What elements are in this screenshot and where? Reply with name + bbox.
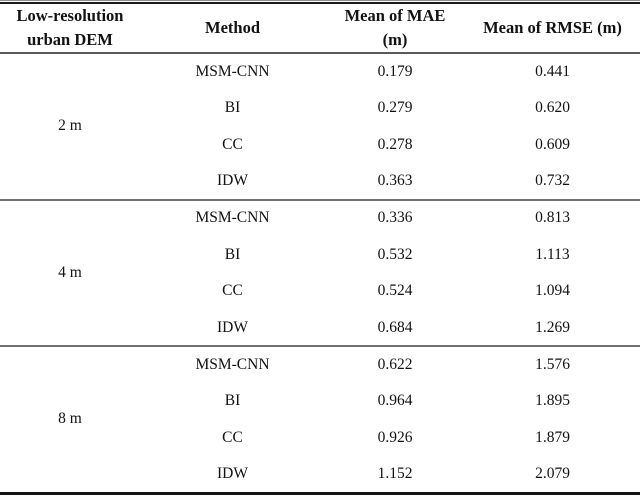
mae-cell: 0.336 — [325, 198, 465, 237]
header-row: Low-resolution urban DEM Method Mean of … — [0, 3, 640, 54]
group-label-cell: 2 m — [58, 117, 82, 135]
method-cell: BI — [224, 245, 241, 263]
mae-cell: 0.278 — [377, 135, 413, 153]
table-group-4m: 4 m MSM-CNN 0.336 0.813 BI 0.532 1.113 C… — [0, 198, 640, 347]
table-row: CC 0.524 1.094 — [0, 273, 640, 310]
method-cell: BI — [224, 392, 241, 410]
rmse-cell: 0.813 — [465, 198, 640, 237]
col-header-method: Method — [140, 3, 325, 54]
method-cell: IDW — [217, 171, 248, 189]
method-cell: CC — [222, 135, 243, 153]
method-cell: MSM-CNN — [140, 198, 325, 237]
mae-cell: 0.179 — [377, 62, 413, 80]
table-top-border — [0, 0, 640, 2]
table-header: Low-resolution urban DEM Method Mean of … — [0, 3, 640, 54]
rmse-cell: 1.879 — [535, 429, 570, 447]
col-header-dem: Low-resolution urban DEM — [0, 3, 140, 54]
col-header-rmse: Mean of RMSE (m) — [465, 3, 640, 54]
rmse-cell: 1.269 — [535, 318, 570, 336]
rmse-cell: 0.441 — [535, 62, 570, 80]
rmse-cell: 1.094 — [535, 282, 570, 300]
table-row: 8 m MSM-CNN 0.622 1.576 — [0, 345, 640, 494]
table-row: BI 0.279 0.620 — [0, 90, 640, 127]
mae-cell: 0.524 — [377, 282, 413, 300]
method-cell: CC — [222, 282, 243, 300]
table-row: BI 0.532 1.113 — [0, 236, 640, 273]
mae-cell: 0.622 — [325, 345, 465, 384]
mae-cell: 0.964 — [377, 392, 413, 410]
rmse-cell: 0.732 — [535, 171, 570, 189]
method-cell: MSM-CNN — [195, 62, 270, 80]
table-group-2m: 2 m MSM-CNN 0.179 0.441 BI 0.279 0.620 C… — [0, 53, 640, 200]
rmse-cell: 0.620 — [535, 98, 570, 116]
table-row: CC 0.278 0.609 — [0, 126, 640, 163]
method-cell: CC — [222, 429, 243, 447]
table-row: 2 m MSM-CNN 0.179 0.441 — [0, 53, 640, 135]
table-group-8m: 8 m MSM-CNN 0.622 1.576 BI 0.964 1.895 C… — [0, 345, 640, 494]
table-row: IDW 0.363 0.732 — [0, 163, 640, 200]
rmse-cell: 1.113 — [535, 245, 570, 263]
method-cell: IDW — [217, 465, 248, 482]
table-row: IDW 1.152 2.079 — [0, 456, 640, 493]
rmse-cell: 0.609 — [535, 135, 570, 153]
method-cell: MSM-CNN — [140, 345, 325, 384]
col-header-mae: Mean of MAE (m) — [325, 3, 465, 54]
mae-cell: 0.363 — [377, 171, 413, 189]
table-row: CC 0.926 1.879 — [0, 420, 640, 457]
rmse-cell: 1.895 — [535, 392, 570, 410]
mae-cell: 1.152 — [377, 465, 413, 482]
method-cell: IDW — [217, 318, 248, 336]
table-row: IDW 0.684 1.269 — [0, 310, 640, 347]
mae-cell: 0.279 — [377, 98, 413, 116]
rmse-cell: 1.576 — [465, 345, 640, 384]
group-label-cell: 8 m — [0, 345, 140, 494]
table-row: 4 m MSM-CNN 0.336 0.813 — [0, 198, 640, 347]
table-row: BI 0.964 1.895 — [0, 383, 640, 420]
mae-cell: 0.926 — [377, 429, 413, 447]
group-label-cell: 4 m — [0, 198, 140, 347]
mae-cell: 0.532 — [377, 245, 413, 263]
method-cell: BI — [224, 98, 241, 116]
mae-cell: 0.684 — [377, 318, 413, 336]
rmse-cell: 2.079 — [535, 465, 570, 482]
